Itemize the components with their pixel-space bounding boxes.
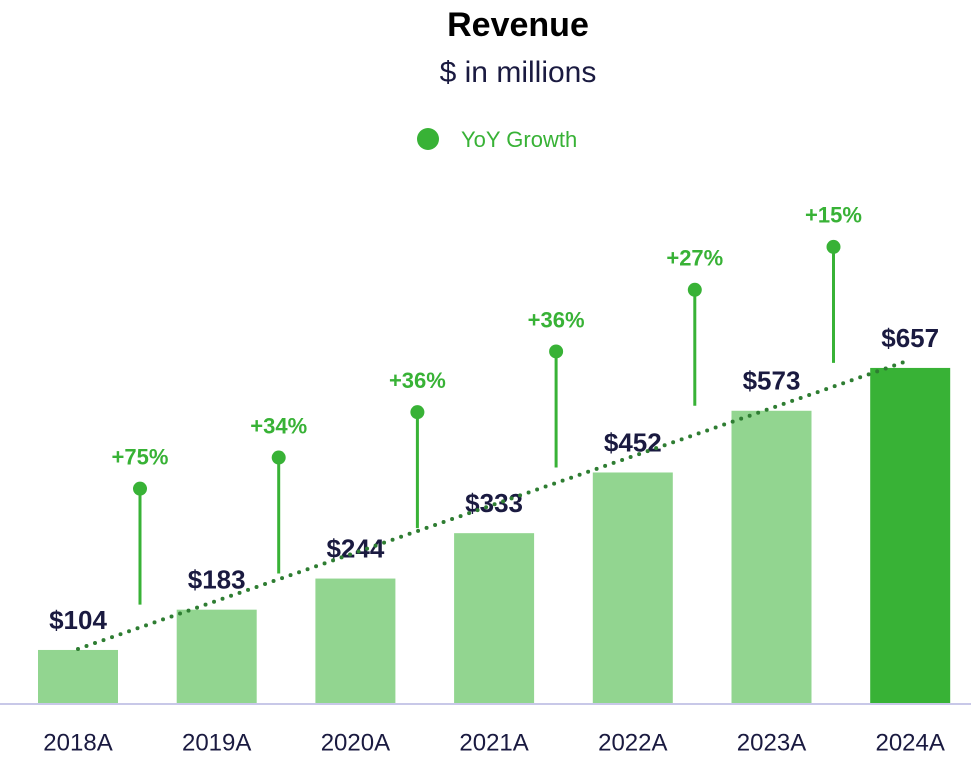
data-label: $244 (326, 533, 384, 563)
data-label: $452 (604, 427, 662, 457)
growth-dot (549, 344, 564, 359)
data-label: $104 (49, 605, 107, 635)
bar (38, 649, 118, 703)
growth-label: +36% (389, 368, 446, 393)
x-tick-label: 2024A (875, 729, 944, 756)
bar (870, 367, 951, 703)
data-label: $657 (881, 323, 939, 353)
growth-label: +75% (112, 444, 169, 469)
chart-title: Revenue (447, 6, 589, 44)
bar (731, 410, 812, 703)
data-label: $573 (743, 366, 801, 396)
legend-label: YoY Growth (461, 127, 577, 152)
chart-subtitle: $ in millions (440, 56, 597, 89)
x-tick-label: 2023A (737, 729, 806, 756)
growth-label: +34% (250, 413, 307, 438)
x-tick-label: 2020A (321, 729, 390, 756)
bar (315, 578, 396, 703)
legend-marker (417, 128, 439, 150)
growth-dot (133, 481, 147, 496)
bar (454, 533, 535, 703)
x-tick-label: 2019A (182, 729, 251, 756)
bar (592, 472, 673, 703)
growth-label: +15% (805, 203, 862, 228)
bar (176, 609, 257, 703)
x-tick-label: 2018A (43, 729, 112, 756)
trend-line (76, 357, 913, 651)
growth-dot (271, 450, 286, 465)
growth-label: +36% (528, 307, 585, 332)
data-label: $183 (188, 565, 246, 595)
growth-dot (687, 282, 702, 297)
growth-dot (826, 239, 841, 254)
growth-dot (410, 405, 425, 420)
x-tick-label: 2022A (598, 729, 667, 756)
x-tick-label: 2021A (459, 729, 528, 756)
growth-label: +27% (666, 246, 723, 271)
